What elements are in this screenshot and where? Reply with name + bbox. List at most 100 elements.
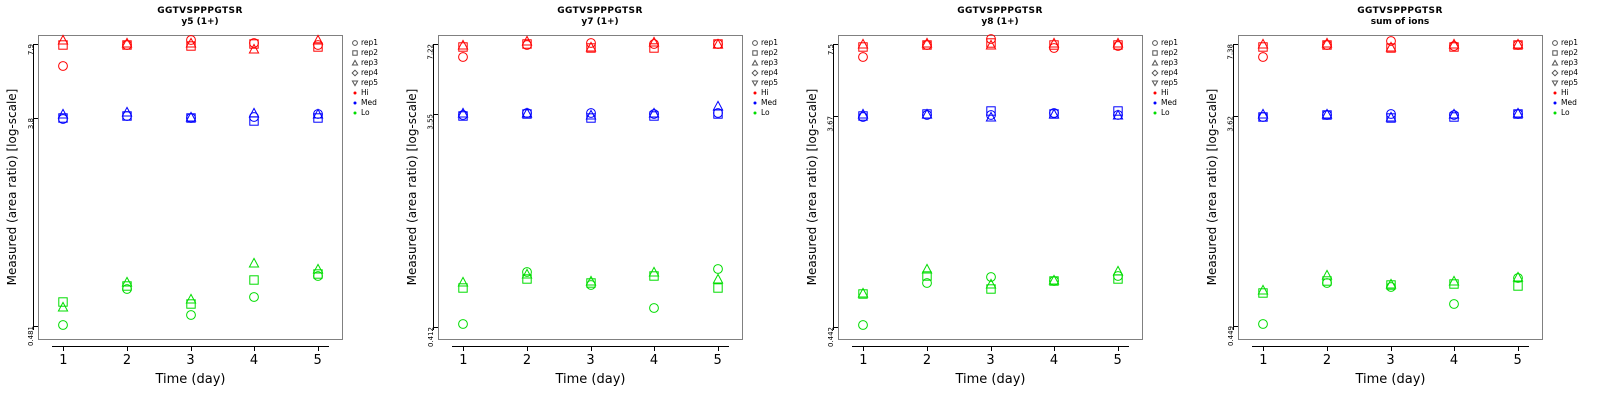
legend-item-rep2[interactable]: rep2: [1150, 48, 1178, 58]
chart-panel-1: GGTVSPPPGTSR y5 (1+) Measured (area ratio)…: [0, 0, 400, 400]
legend-item-lo[interactable]: Lo: [350, 108, 378, 118]
legend-item-label: rep3: [1161, 58, 1179, 67]
legend-item-label: Lo: [1561, 108, 1570, 117]
x-tick-mark: [126, 346, 128, 351]
legend-item-label: rep4: [1561, 68, 1579, 77]
legend-item-rep5[interactable]: rep5: [750, 78, 778, 88]
legend-item-med[interactable]: Med: [1150, 98, 1178, 108]
x-tick-label: 1: [459, 353, 468, 368]
x-tick-label: 5: [313, 353, 322, 368]
square-icon: [1550, 48, 1561, 58]
y-axis-line: [433, 45, 434, 330]
legend-item-rep4[interactable]: rep4: [750, 68, 778, 78]
legend-item-label: Hi: [1561, 88, 1569, 97]
legend-item-rep2[interactable]: rep2: [350, 48, 378, 58]
legend: rep1 rep2 rep3 rep4 rep5 Hi Med Lo: [350, 38, 378, 118]
y-tick-label-wrap: 0.449: [1200, 322, 1235, 346]
y-tick-mark: [1233, 325, 1238, 327]
legend-item-hi[interactable]: Hi: [1550, 88, 1578, 98]
legend-item-med[interactable]: Med: [1550, 98, 1578, 108]
legend-item-label: rep5: [1561, 78, 1579, 87]
dot-icon: [1550, 88, 1561, 98]
legend-item-rep3[interactable]: rep3: [1550, 58, 1578, 68]
y-tick-mark: [433, 43, 438, 45]
legend-item-hi[interactable]: Hi: [350, 88, 378, 98]
legend: rep1 rep2 rep3 rep4 rep5 Hi Med Lo: [750, 38, 778, 118]
y-tick-label: 0.412: [427, 326, 435, 347]
x-tick-mark: [1054, 346, 1056, 351]
y-tick-label-wrap: 0.412: [400, 323, 435, 347]
legend-item-rep5[interactable]: rep5: [1550, 78, 1578, 88]
dot-icon: [750, 88, 761, 98]
legend-item-rep5[interactable]: rep5: [1150, 78, 1178, 88]
legend-item-label: Med: [1161, 98, 1177, 107]
legend-item-rep2[interactable]: rep2: [750, 48, 778, 58]
legend-item-label: rep5: [1161, 78, 1179, 87]
legend-item-label: rep1: [1561, 38, 1579, 47]
y-axis-label: Measured (area ratio) [log-scale]: [1205, 88, 1219, 286]
legend-item-rep1[interactable]: rep1: [1550, 38, 1578, 48]
legend-item-rep3[interactable]: rep3: [350, 58, 378, 68]
legend-item-label: Lo: [361, 108, 370, 117]
y-tick-label: 0.449: [1227, 325, 1235, 346]
legend-item-lo[interactable]: Lo: [750, 108, 778, 118]
triangle-icon: [1550, 58, 1561, 68]
dot-icon: [350, 108, 361, 118]
panel-subtitle: y8 (1+): [981, 17, 1019, 27]
y-axis-line: [1233, 45, 1234, 330]
x-tick-mark: [654, 346, 656, 351]
x-tick-label: 3: [186, 353, 195, 368]
diamond-icon: [1550, 68, 1561, 78]
x-axis-label: Time (day): [955, 372, 1026, 387]
dot-icon: [1150, 98, 1161, 108]
legend-item-rep4[interactable]: rep4: [350, 68, 378, 78]
legend: rep1 rep2 rep3 rep4 rep5 Hi Med Lo: [1150, 38, 1178, 118]
x-tick-mark: [1517, 346, 1519, 351]
diamond-icon: [1150, 68, 1161, 78]
legend-item-rep1[interactable]: rep1: [750, 38, 778, 48]
legend-item-med[interactable]: Med: [750, 98, 778, 108]
dot-icon: [1550, 108, 1561, 118]
x-tick-label: 3: [986, 353, 995, 368]
plot-area: [438, 35, 743, 340]
y-tick-label: 7.38: [1227, 44, 1235, 60]
legend-item-rep4[interactable]: rep4: [1550, 68, 1578, 78]
x-tick-label: 1: [59, 353, 68, 368]
legend-item-lo[interactable]: Lo: [1550, 108, 1578, 118]
legend-item-label: Med: [361, 98, 377, 107]
legend-item-med[interactable]: Med: [350, 98, 378, 108]
legend-item-rep2[interactable]: rep2: [1550, 48, 1578, 58]
legend-item-hi[interactable]: Hi: [750, 88, 778, 98]
legend-item-rep5[interactable]: rep5: [350, 78, 378, 88]
diamond-icon: [750, 68, 761, 78]
triangle-icon: [750, 58, 761, 68]
x-tick-mark: [254, 346, 256, 351]
triangle-down-icon: [1550, 78, 1561, 88]
legend-item-rep4[interactable]: rep4: [1150, 68, 1178, 78]
dot-icon: [350, 88, 361, 98]
legend-item-hi[interactable]: Hi: [1150, 88, 1178, 98]
legend-item-lo[interactable]: Lo: [1150, 108, 1178, 118]
legend-item-label: rep3: [761, 58, 779, 67]
y-tick-mark: [433, 113, 438, 115]
panel-title: GGTVSPPPGTSR: [557, 6, 643, 16]
legend-item-rep1[interactable]: rep1: [350, 38, 378, 48]
legend-item-rep1[interactable]: rep1: [1150, 38, 1178, 48]
x-tick-mark: [63, 346, 65, 351]
legend-item-label: Lo: [1161, 108, 1170, 117]
y-tick-label-wrap: 3.8: [0, 114, 35, 129]
x-tick-label: 2: [522, 353, 532, 368]
legend-item-rep3[interactable]: rep3: [750, 58, 778, 68]
panel-subtitle: sum of ions: [1370, 17, 1430, 27]
dot-icon: [1550, 98, 1561, 108]
x-tick-label: 3: [586, 353, 595, 368]
triangle-down-icon: [1150, 78, 1161, 88]
dot-icon: [1150, 108, 1161, 118]
plot-area: [838, 35, 1143, 340]
x-tick-mark: [190, 346, 192, 351]
x-tick-label: 3: [1386, 353, 1395, 368]
y-tick-label-wrap: 3.62: [1200, 112, 1235, 132]
legend-item-label: Hi: [761, 88, 769, 97]
y-tick-label-wrap: 0.442: [800, 323, 835, 347]
legend-item-rep3[interactable]: rep3: [1150, 58, 1178, 68]
